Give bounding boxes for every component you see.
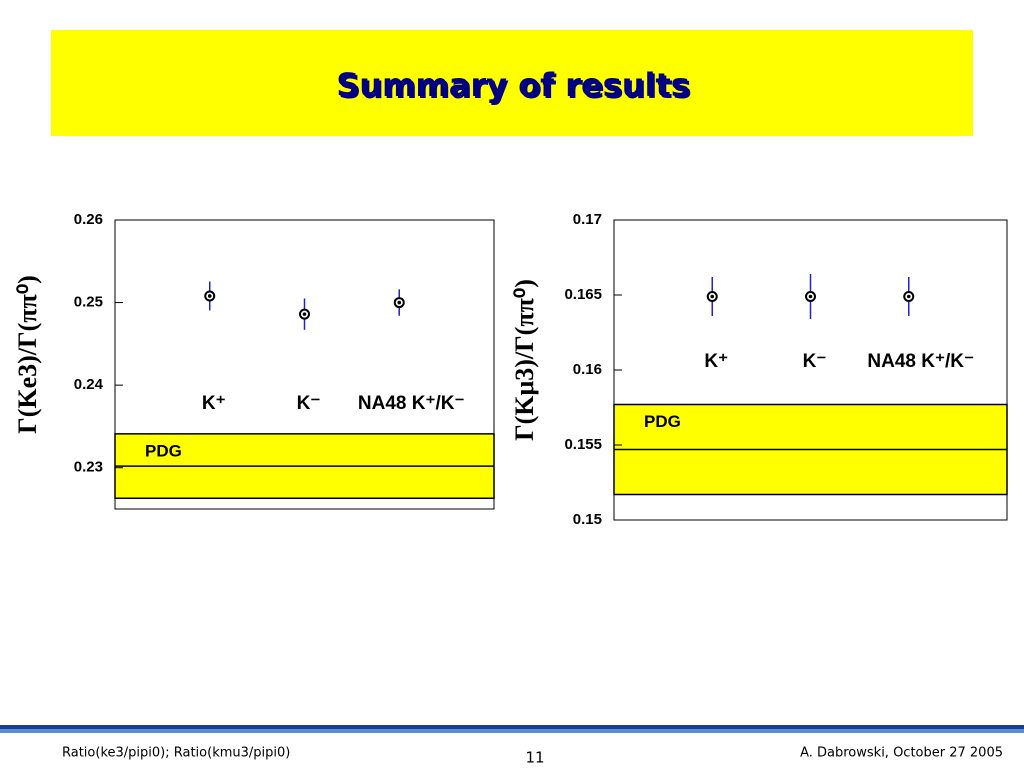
title-shadow: Summary of results	[338, 68, 692, 106]
footer-left: Ratio(ke3/pipi0); Ratio(kmu3/pipi0)	[62, 746, 290, 761]
data-point-center	[302, 312, 307, 316]
reference-label: PDG	[145, 441, 182, 460]
data-point-center	[906, 294, 911, 299]
y-tick-label: 0.155	[564, 436, 602, 453]
y-tick-label: 0.17	[573, 211, 602, 228]
data-point-center	[397, 300, 402, 305]
category-label: K⁻	[297, 393, 321, 414]
y-tick-label: 0.25	[74, 294, 103, 311]
y-tick-label: 0.15	[573, 511, 602, 528]
category-label: NA48 K⁺/K⁻	[867, 351, 974, 372]
y-tick-label: 0.26	[74, 211, 103, 228]
data-point-center	[710, 294, 715, 299]
title-banner	[51, 30, 973, 136]
category-label: K⁺	[202, 393, 226, 414]
category-label: K⁺	[704, 351, 728, 372]
y-axis-label: Γ(Kμ3)/Γ(ππ⁰)	[510, 279, 539, 441]
y-tick-label: 0.24	[74, 376, 104, 393]
y-axis-label: Γ(Ke3)/Γ(ππ⁰)	[13, 275, 42, 434]
y-tick-label: 0.23	[74, 459, 103, 476]
y-tick-label: 0.165	[564, 286, 602, 303]
page-number: 11	[525, 749, 544, 767]
category-label: NA48 K⁺/K⁻	[358, 393, 465, 414]
footer-right: A. Dabrowski, October 27 2005	[800, 746, 1003, 761]
category-label: K⁻	[803, 351, 827, 372]
slide-title: Summary of results	[336, 66, 690, 104]
footer-rule	[0, 729, 1024, 733]
reference-label: PDG	[644, 412, 681, 431]
y-tick-label: 0.16	[573, 361, 602, 378]
footer-rule	[0, 725, 1024, 729]
data-point-center	[808, 294, 813, 299]
data-point-center	[207, 294, 212, 298]
